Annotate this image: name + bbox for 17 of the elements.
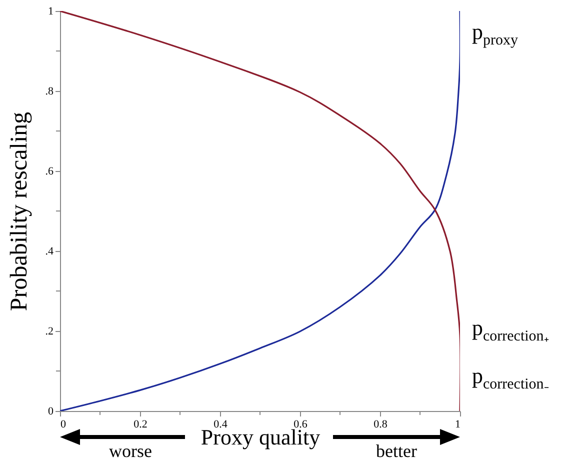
x-tick-label: 1	[455, 418, 460, 430]
y-tick-label: .8	[45, 86, 54, 98]
y-tick-label: .2	[45, 326, 54, 338]
x-tick-label: 0.6	[294, 418, 308, 430]
y-tick-label: .4	[45, 246, 54, 258]
y-tick-label: 0	[48, 406, 54, 418]
x-tick-label: 0.2	[134, 418, 148, 430]
series-label: p$_{proxy}$	[472, 19, 518, 48]
annotation: p$_{correction₊}$	[472, 315, 549, 344]
text: better	[376, 441, 417, 462]
y-axis-title: Probability rescaling	[6, 112, 32, 312]
text: worse	[109, 441, 152, 462]
x-tick-label: 0.8	[374, 418, 388, 430]
y-tick-label: 1	[48, 6, 54, 18]
y-tick-label: .6	[45, 166, 54, 178]
x-tick-label: 0	[60, 418, 66, 430]
annotation: p$_{correction₋}$	[472, 363, 549, 392]
